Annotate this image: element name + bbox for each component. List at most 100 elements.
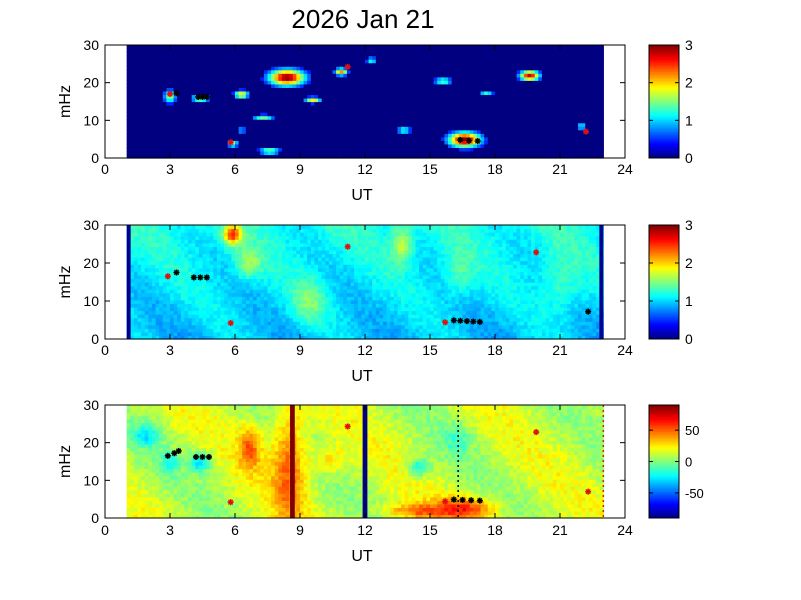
heatmap-cell: [144, 271, 149, 276]
heatmap-cell: [281, 136, 287, 141]
colorbar-segment: [649, 59, 679, 62]
heatmap-cell: [556, 129, 561, 134]
heatmap-cell: [527, 66, 532, 71]
heatmap-cell: [596, 126, 601, 131]
heatmap-cell: [541, 133, 547, 138]
heatmap-cell: [206, 154, 211, 159]
heatmap-cell: [216, 122, 222, 127]
heatmap-cell: [177, 328, 182, 333]
heatmap-cell: [151, 108, 157, 113]
heatmap-cell: [469, 129, 474, 134]
heatmap-cell: [173, 115, 178, 120]
heatmap-cell: [563, 112, 568, 117]
heatmap-cell: [365, 73, 370, 78]
heatmap-cell: [321, 83, 326, 88]
heatmap-cell: [437, 126, 442, 131]
heatmap-cell: [148, 246, 153, 251]
heatmap-cell: [278, 48, 283, 53]
heatmap-cell: [375, 55, 381, 60]
heatmap-cell: [415, 129, 420, 134]
heatmap-cell: [170, 310, 175, 315]
heatmap-cell: [476, 147, 482, 152]
heatmap-cell: [415, 76, 420, 81]
heatmap-cell: [541, 62, 547, 67]
heatmap-cell: [527, 87, 532, 92]
heatmap-cell: [552, 115, 557, 120]
heatmap-cell: [166, 282, 171, 287]
heatmap-cell: [552, 94, 557, 99]
heatmap-cell: [401, 59, 406, 64]
heatmap-cell: [415, 154, 420, 159]
heatmap-cell: [578, 147, 583, 152]
heatmap-cell: [166, 115, 171, 120]
heatmap-cell: [310, 154, 316, 159]
heatmap-cell: [549, 52, 554, 57]
heatmap-cell: [235, 115, 240, 120]
heatmap-cell: [141, 83, 146, 88]
colorbar-segment: [649, 136, 679, 140]
heatmap-cell: [458, 69, 464, 74]
heatmap-cell: [296, 62, 301, 67]
heatmap-cell: [285, 48, 290, 53]
heatmap-cell: [513, 62, 518, 67]
heatmap-cell: [281, 115, 287, 120]
heatmap-cell: [166, 289, 171, 294]
heatmap-cell: [180, 115, 186, 120]
heatmap-cell: [151, 289, 157, 294]
heatmap-cell: [538, 112, 543, 117]
heatmap-cell: [361, 112, 366, 117]
heatmap-cell: [372, 119, 377, 124]
heatmap-cell: [285, 80, 290, 85]
heatmap-cell: [206, 133, 211, 138]
heatmap-cell: [473, 122, 478, 127]
heatmap-cell: [162, 306, 167, 312]
heatmap-cell: [141, 246, 146, 251]
heatmap-cell: [350, 55, 355, 60]
heatmap-cell: [466, 115, 471, 120]
heatmap-cell: [133, 321, 139, 326]
heatmap-cell: [397, 94, 402, 99]
heatmap-cell: [513, 80, 518, 85]
heatmap-cell: [137, 150, 142, 156]
heatmap-cell: [502, 62, 507, 67]
heatmap-cell: [415, 69, 420, 74]
heatmap-cell: [173, 80, 178, 85]
heatmap-cell: [455, 143, 460, 149]
heatmap-cell: [368, 122, 373, 127]
heatmap-cell: [513, 119, 518, 124]
heatmap-cell: [180, 55, 186, 60]
heatmap-cell: [231, 83, 236, 88]
heatmap-cell: [430, 140, 435, 145]
heatmap-cell: [567, 48, 572, 53]
heatmap-cell: [267, 83, 272, 88]
heatmap-cell: [567, 73, 572, 78]
heatmap-cell: [462, 69, 467, 74]
heatmap-cell: [332, 59, 337, 64]
heatmap-cell: [473, 150, 478, 156]
heatmap-cell: [408, 122, 413, 127]
heatmap-cell: [513, 150, 518, 156]
heatmap-cell: [170, 324, 175, 329]
heatmap-cell: [173, 310, 178, 315]
heatmap-cell: [430, 90, 435, 96]
heatmap-cell: [198, 97, 204, 103]
heatmap-cell: [184, 303, 189, 308]
heatmap-cell: [321, 129, 326, 134]
heatmap-cell: [502, 136, 507, 141]
heatmap-cell: [177, 260, 182, 265]
heatmap-cell: [408, 112, 413, 117]
heatmap-cell: [531, 66, 536, 71]
heatmap-cell: [574, 87, 579, 92]
heatmap-cell: [155, 119, 160, 124]
heatmap-cell: [130, 271, 135, 276]
heatmap-cell: [444, 147, 449, 152]
heatmap-cell: [592, 108, 597, 113]
heatmap-cell: [383, 45, 388, 50]
heatmap-cell: [534, 147, 539, 152]
heatmap-cell: [495, 76, 500, 81]
heatmap-cell: [462, 143, 467, 149]
heatmap-cell: [440, 52, 446, 57]
heatmap-cell: [274, 112, 279, 117]
heatmap-cell: [151, 59, 157, 64]
heatmap-cell: [155, 69, 160, 74]
